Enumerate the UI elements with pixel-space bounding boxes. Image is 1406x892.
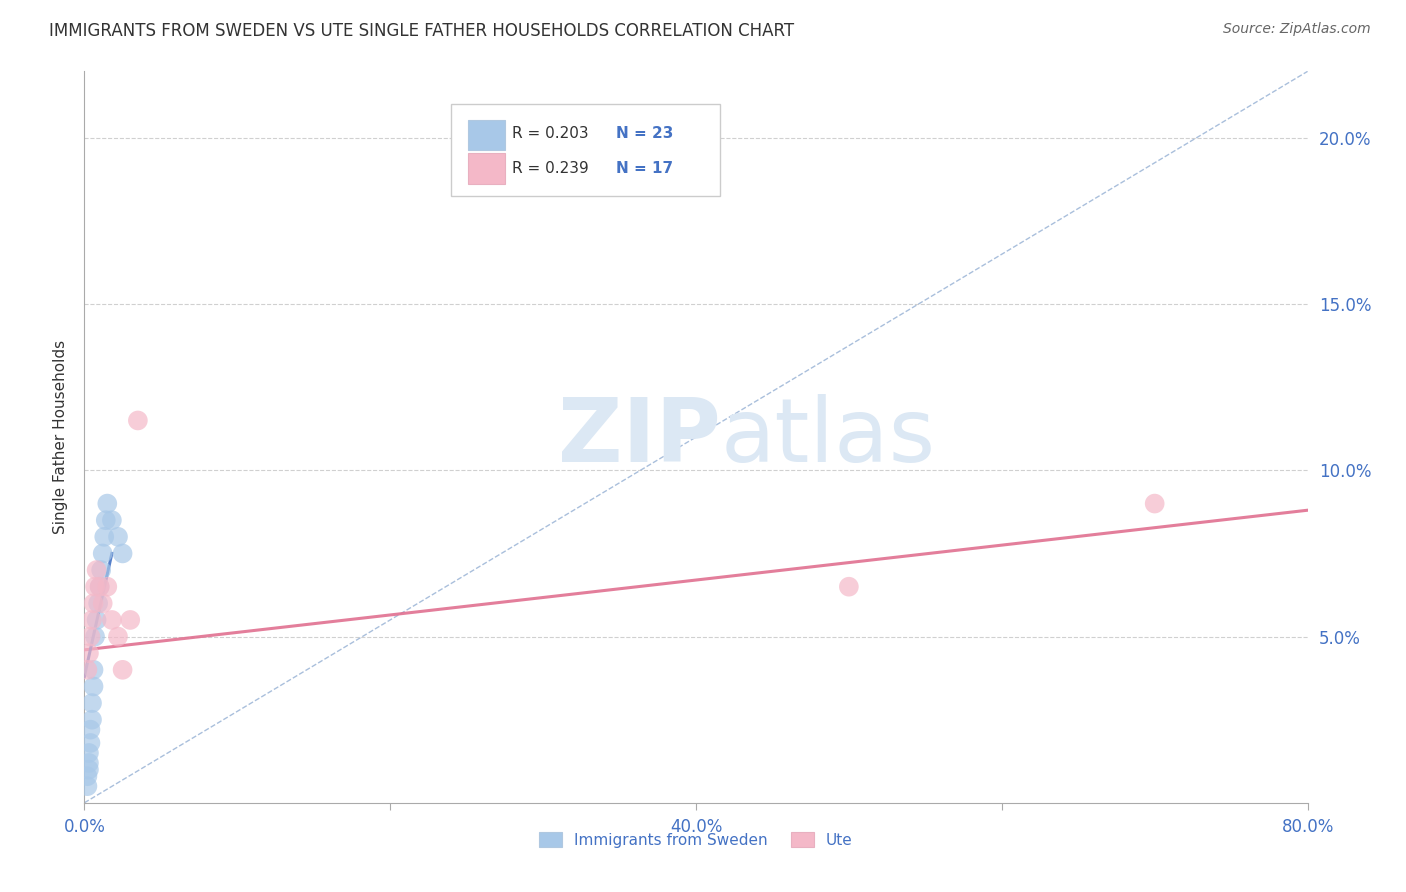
- Point: [77, 746, 100, 760]
- Point: [111, 546, 134, 560]
- Text: N = 17: N = 17: [616, 161, 673, 176]
- Legend: Immigrants from Sweden, Ute: Immigrants from Sweden, Ute: [533, 825, 859, 854]
- Point: [838, 580, 860, 594]
- Point: [84, 630, 107, 644]
- FancyBboxPatch shape: [468, 153, 505, 184]
- Y-axis label: Single Father Households: Single Father Households: [53, 340, 69, 534]
- Point: [79, 736, 101, 750]
- Point: [76, 769, 98, 783]
- Point: [91, 596, 114, 610]
- Point: [77, 756, 100, 770]
- Point: [79, 723, 101, 737]
- Point: [83, 596, 105, 610]
- Point: [87, 596, 110, 610]
- Point: [77, 646, 100, 660]
- Text: R = 0.203: R = 0.203: [513, 126, 589, 141]
- Point: [127, 413, 149, 427]
- Point: [120, 613, 142, 627]
- Point: [94, 513, 117, 527]
- Point: [83, 680, 105, 694]
- Point: [101, 613, 124, 627]
- Point: [101, 513, 124, 527]
- Point: [91, 546, 114, 560]
- Point: [86, 563, 108, 577]
- Text: Source: ZipAtlas.com: Source: ZipAtlas.com: [1223, 22, 1371, 37]
- Point: [86, 613, 108, 627]
- Point: [96, 497, 118, 511]
- Text: IMMIGRANTS FROM SWEDEN VS UTE SINGLE FATHER HOUSEHOLDS CORRELATION CHART: IMMIGRANTS FROM SWEDEN VS UTE SINGLE FAT…: [49, 22, 794, 40]
- Text: ZIP: ZIP: [558, 393, 720, 481]
- Text: atlas: atlas: [720, 393, 935, 481]
- FancyBboxPatch shape: [468, 120, 505, 151]
- Point: [107, 530, 129, 544]
- Point: [79, 630, 101, 644]
- Point: [89, 580, 111, 594]
- Point: [83, 663, 105, 677]
- Point: [1143, 497, 1166, 511]
- Point: [111, 663, 134, 677]
- Point: [80, 696, 103, 710]
- Point: [93, 530, 115, 544]
- Text: R = 0.239: R = 0.239: [513, 161, 589, 176]
- Point: [80, 613, 103, 627]
- FancyBboxPatch shape: [451, 104, 720, 195]
- Point: [80, 713, 103, 727]
- Point: [107, 630, 129, 644]
- Text: N = 23: N = 23: [616, 126, 673, 141]
- Point: [84, 580, 107, 594]
- Point: [76, 663, 98, 677]
- Point: [90, 563, 112, 577]
- Point: [96, 580, 118, 594]
- Point: [89, 580, 111, 594]
- Point: [77, 763, 100, 777]
- Point: [76, 779, 98, 793]
